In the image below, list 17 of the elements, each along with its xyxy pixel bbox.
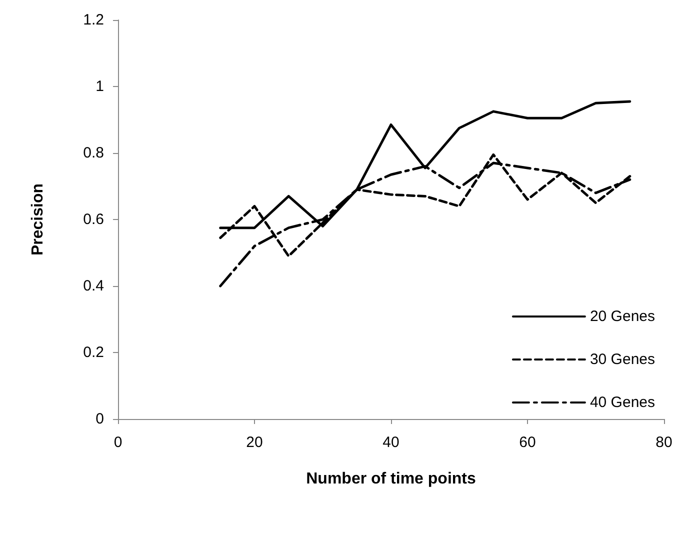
y-axis-title: Precision xyxy=(30,183,46,256)
y-tick-label: 0.4 xyxy=(83,278,104,294)
x-tick-label: 80 xyxy=(656,434,672,451)
legend-label: 40 Genes xyxy=(590,394,655,411)
x-tick-label: 0 xyxy=(114,434,122,451)
x-axis-title: Number of time points xyxy=(306,470,476,488)
y-tick-label: 0.2 xyxy=(83,344,104,361)
x-tick-label: 20 xyxy=(246,434,263,451)
y-tick-label: 0.6 xyxy=(83,211,104,228)
y-tick-label: 1 xyxy=(96,78,104,95)
legend-label: 20 Genes xyxy=(590,308,655,325)
x-tick-label: 40 xyxy=(382,434,400,451)
y-tick-label: 0.8 xyxy=(83,144,104,162)
legend-label: 30 Genes xyxy=(590,351,655,368)
x-tick-label: 60 xyxy=(519,434,536,451)
y-tick-label: 0 xyxy=(96,410,104,428)
y-tick-label: 1.2 xyxy=(83,12,104,28)
